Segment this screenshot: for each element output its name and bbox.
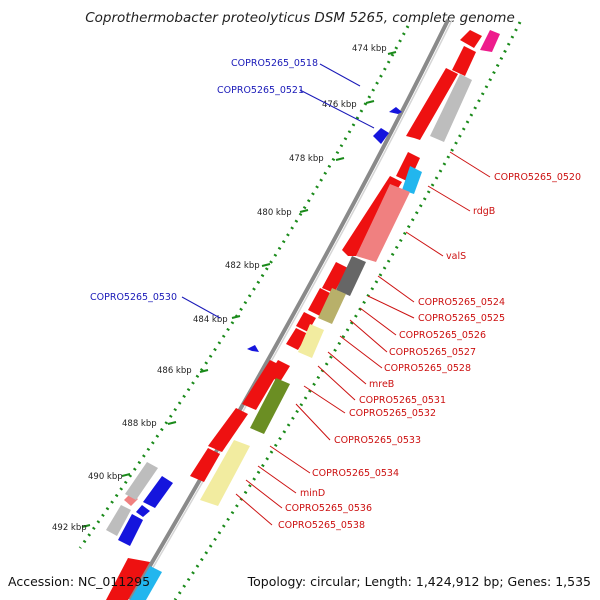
map-title: Coprothermobacter proteolyticus DSM 5265… — [85, 10, 515, 26]
gene-feature — [480, 30, 500, 52]
kbp-label: 476 kbp — [322, 100, 357, 110]
gene-feature — [286, 328, 308, 350]
gene-label: COPRO5265_0531 — [359, 395, 446, 406]
gene-label: mreB — [369, 379, 394, 390]
forward-gene-labels: COPRO5265_0518 COPRO5265_0521 COPRO5265_… — [90, 58, 318, 303]
gene-label: valS — [446, 251, 466, 262]
gene-feature — [356, 184, 410, 262]
gene-feature — [452, 46, 476, 76]
gene-feature — [268, 360, 290, 382]
gene-feature — [200, 440, 250, 506]
gene-label: COPRO5265_0525 — [418, 313, 505, 324]
gene-label: minD — [300, 488, 325, 499]
kbp-label: 490 kbp — [88, 472, 123, 482]
gene-label: COPRO5265_0528 — [384, 363, 471, 374]
gene-feature — [125, 462, 158, 500]
gene-label: COPRO5265_0533 — [334, 435, 421, 446]
gene-feature — [190, 448, 220, 482]
gene-feature — [396, 152, 420, 182]
genome-backbone — [128, 19, 450, 600]
kbp-label: 486 kbp — [157, 366, 192, 376]
kbp-label: 482 kbp — [225, 261, 260, 271]
gene-label: COPRO5265_0521 — [217, 85, 304, 96]
gene-feature — [373, 128, 389, 144]
forward-callout-lines — [181, 63, 375, 319]
gene-feature — [430, 74, 472, 142]
accession-text: Accession: NC_011295 — [8, 574, 150, 589]
gene-feature — [208, 408, 248, 452]
gene-feature — [402, 166, 422, 194]
kbp-label: 484 kbp — [193, 315, 228, 325]
gene-label: COPRO5265_0524 — [418, 297, 505, 308]
gene-feature — [296, 312, 316, 332]
kbp-label: 488 kbp — [122, 419, 157, 429]
kbp-label: 474 kbp — [352, 44, 387, 54]
gene-label: rdgB — [473, 206, 495, 217]
gene-feature — [336, 256, 366, 296]
gene-feature — [106, 558, 150, 600]
reverse-callout-lines — [235, 151, 491, 526]
kbp-label: 480 kbp — [257, 208, 292, 218]
gene-feature — [460, 30, 482, 48]
genome-summary-text: Topology: circular; Length: 1,424,912 bp… — [247, 574, 591, 589]
kbp-label: 492 kbp — [52, 523, 87, 533]
gene-label: COPRO5265_0532 — [349, 408, 436, 419]
gene-feature — [406, 68, 458, 140]
reverse-strand-genes-outer — [130, 30, 500, 600]
outer-dotted-ring — [78, 25, 410, 549]
kbp-label: 478 kbp — [289, 154, 324, 164]
inner-dotted-ring — [173, 21, 522, 600]
gene-feature — [250, 378, 290, 434]
gene-label: COPRO5265_0527 — [389, 347, 476, 358]
kbp-labels: 474 kbp 476 kbp 478 kbp 480 kbp 482 kbp … — [52, 44, 387, 533]
gene-label: COPRO5265_0530 — [90, 292, 177, 303]
gene-feature — [143, 476, 173, 508]
gene-label: COPRO5265_0536 — [285, 503, 372, 514]
gene-label: COPRO5265_0518 — [231, 58, 318, 69]
gene-feature — [130, 566, 162, 600]
forward-strand-genes — [106, 107, 402, 546]
gene-label: COPRO5265_0520 — [494, 172, 581, 183]
gene-feature — [136, 505, 150, 517]
gene-label: COPRO5265_0538 — [278, 520, 365, 531]
gene-label: COPRO5265_0534 — [312, 468, 399, 479]
gene-feature — [322, 262, 348, 293]
gene-feature — [389, 107, 402, 114]
gene-feature — [308, 288, 332, 316]
gene-feature — [298, 324, 324, 358]
reverse-gene-labels: COPRO5265_0520 rdgB valS COPRO5265_0524 … — [278, 172, 581, 531]
genome-backbone-shadow — [133, 19, 453, 600]
kbp-ticks — [81, 51, 397, 528]
gene-label: COPRO5265_0526 — [399, 330, 486, 341]
gene-feature — [318, 288, 346, 324]
gene-feature — [118, 514, 143, 546]
gene-feature — [106, 505, 131, 536]
gene-feature — [247, 345, 259, 352]
